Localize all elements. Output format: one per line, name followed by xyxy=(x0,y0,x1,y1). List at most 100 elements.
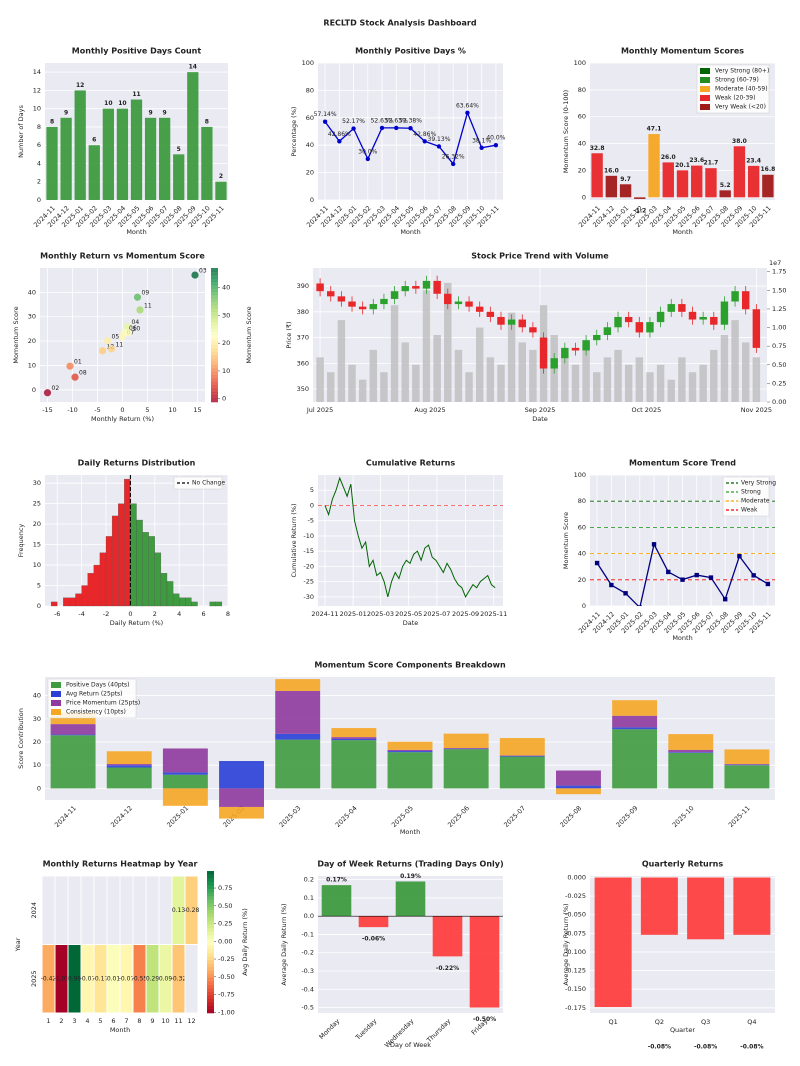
histogram-bar xyxy=(118,503,125,607)
volume-bar xyxy=(401,342,409,402)
data-label: 5.2 xyxy=(720,182,731,189)
point-label: 05 xyxy=(112,333,120,340)
bar xyxy=(591,153,603,198)
candle-body xyxy=(635,322,644,333)
point xyxy=(71,373,79,381)
data-label: 21.7 xyxy=(704,160,719,167)
bar-segment xyxy=(612,727,658,730)
data-label: 9 xyxy=(163,109,167,116)
data-label: 0.17% xyxy=(326,877,347,884)
bar-segment xyxy=(162,748,208,773)
bar-segment xyxy=(668,734,714,750)
marker xyxy=(479,145,484,151)
legend-swatch xyxy=(51,709,61,715)
volume-bar xyxy=(624,364,633,402)
colorbar-segment xyxy=(211,371,218,376)
y-tick-label: 2025 xyxy=(30,970,38,987)
point-label: 08 xyxy=(79,370,87,377)
histogram-bar xyxy=(148,536,155,607)
legend-label: Strong xyxy=(741,489,761,496)
volume-bar xyxy=(486,357,495,402)
bar-segment xyxy=(499,738,545,756)
colorbar-segment xyxy=(207,984,214,989)
colorbar-segment xyxy=(211,391,218,396)
bar xyxy=(215,181,227,200)
colorbar-segment xyxy=(211,278,218,282)
bar-segment xyxy=(443,749,489,789)
legend-label: Very Strong xyxy=(741,480,776,487)
colorbar-segment xyxy=(211,345,218,349)
histogram-bar xyxy=(215,601,223,607)
colorbar-segment xyxy=(211,311,218,316)
data-label: 11 xyxy=(132,91,140,98)
histogram-bar xyxy=(130,503,137,607)
legend-label: Weak (20-39) xyxy=(715,95,755,102)
colorbar-segment xyxy=(207,906,214,911)
bar-segment xyxy=(668,749,714,753)
y-tick-label: 2024 xyxy=(30,902,38,919)
candle-body xyxy=(369,304,378,310)
histogram-bar xyxy=(105,536,113,607)
legend-box xyxy=(173,476,223,490)
point xyxy=(191,271,199,279)
y-tick-label: 80 xyxy=(578,86,586,94)
candle-body xyxy=(710,316,718,325)
candle-body xyxy=(699,316,707,320)
data-label: 2 xyxy=(219,173,223,180)
x-tick-label: 4 xyxy=(177,610,181,618)
bar-segment xyxy=(275,679,321,691)
histogram-bar xyxy=(160,573,168,607)
candle-body xyxy=(539,337,548,369)
legend-swatch xyxy=(700,95,710,101)
y-tick-label: 360 xyxy=(297,359,309,367)
volume-bar xyxy=(667,379,675,402)
y-tick-label: 10 xyxy=(28,361,36,369)
bar xyxy=(201,126,213,200)
x-tick-label: -2 xyxy=(103,610,109,618)
x-tick-label: Q4 xyxy=(747,1018,756,1026)
candle-body xyxy=(337,296,346,302)
empty-cell xyxy=(106,875,121,945)
y-tick-label: 380 xyxy=(297,308,309,316)
legend-swatch xyxy=(700,77,710,83)
data-label: 32.8 xyxy=(590,145,605,152)
data-label: 63.64% xyxy=(456,102,479,109)
x-tick-label: 4 xyxy=(85,1017,89,1025)
point-label: 02 xyxy=(52,385,60,392)
colorbar-tick-label: 0.50 xyxy=(218,902,232,910)
y-tick-label: 20 xyxy=(33,520,41,528)
data-label: 42.86% xyxy=(413,131,436,138)
colorbar-segment xyxy=(207,942,214,946)
y-axis-label: Momentum Score xyxy=(562,512,570,569)
data-label: 52.17% xyxy=(342,118,365,125)
y-tick-label: 0 xyxy=(310,501,314,509)
colorbar-segment xyxy=(207,874,214,879)
colorbar-segment xyxy=(207,970,214,975)
bar xyxy=(676,170,689,198)
y-tick-label: -0.2 xyxy=(301,949,314,957)
legend-label: Very Strong (80+) xyxy=(715,68,769,75)
marker xyxy=(609,582,614,588)
x-tick-label: 15 xyxy=(193,406,201,414)
cell-label: -0.28 xyxy=(184,907,200,914)
marker xyxy=(765,581,771,587)
volume-bar xyxy=(475,327,484,402)
volume-bar xyxy=(327,372,335,402)
y-tick-label: 6 xyxy=(37,141,41,149)
bar-segment xyxy=(556,785,601,789)
chart-title: Monthly Positive Days Count xyxy=(72,47,202,56)
marker xyxy=(436,144,442,149)
colorbar-tick-label: 10 xyxy=(222,367,230,375)
point-label: 04 xyxy=(132,319,140,326)
bar xyxy=(634,197,646,199)
x-tick-label: Sep 2025 xyxy=(525,406,556,414)
empty-cell xyxy=(145,875,160,945)
colorbar-segment xyxy=(207,1002,214,1007)
y-tick-label: 10 xyxy=(33,761,41,769)
volume-bar xyxy=(518,342,526,402)
cell-label: 0.29 xyxy=(146,975,160,982)
colorbar-segment xyxy=(207,931,214,936)
y-axis-label: Momentum Score (0-100) xyxy=(562,90,570,173)
colorbar-segment xyxy=(207,895,214,900)
cell-label: -0.07 xyxy=(119,975,135,982)
